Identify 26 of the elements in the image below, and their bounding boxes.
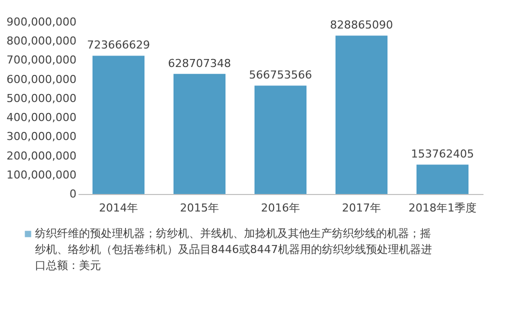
bar <box>92 56 144 194</box>
y-tick-label: 500,000,000 <box>6 92 76 105</box>
y-tick-label: 800,000,000 <box>6 34 76 48</box>
x-tick-label: 2018年1季度 <box>408 202 476 214</box>
legend-label: 纺织纤维的预处理机器；纺纱机、并线机、加捻机及其他生产纺织纱线的机器；摇纱机、络纱机（包括卷纬机）及品目8446或8447机器用的纺织纱线预处理机器进口总额：美元 <box>35 227 432 272</box>
data-label: 153762405 <box>411 148 474 161</box>
data-label: 628707348 <box>168 56 231 70</box>
y-tick-label: 700,000,000 <box>6 54 76 67</box>
data-label: 828865090 <box>330 18 393 32</box>
bar <box>254 86 306 194</box>
bar <box>416 164 468 194</box>
data-label: 723666629 <box>87 38 150 52</box>
y-tick-label: 600,000,000 <box>6 72 76 86</box>
y-tick-label: 300,000,000 <box>6 130 76 144</box>
y-tick-label: 400,000,000 <box>6 111 76 124</box>
data-label: 566753566 <box>249 68 312 82</box>
bar <box>174 74 226 194</box>
bar <box>336 36 388 194</box>
x-tick-label: 2015年 <box>180 202 219 214</box>
x-tick-label: 2014年 <box>99 202 138 214</box>
x-tick-label: 2017年 <box>342 202 381 214</box>
x-tick-label: 2016年 <box>261 202 300 214</box>
y-tick-label: 100,000,000 <box>6 168 76 182</box>
y-tick-label: 0 <box>70 188 76 200</box>
y-tick-label: 900,000,000 <box>6 16 76 28</box>
y-tick-label: 200,000,000 <box>6 149 76 162</box>
